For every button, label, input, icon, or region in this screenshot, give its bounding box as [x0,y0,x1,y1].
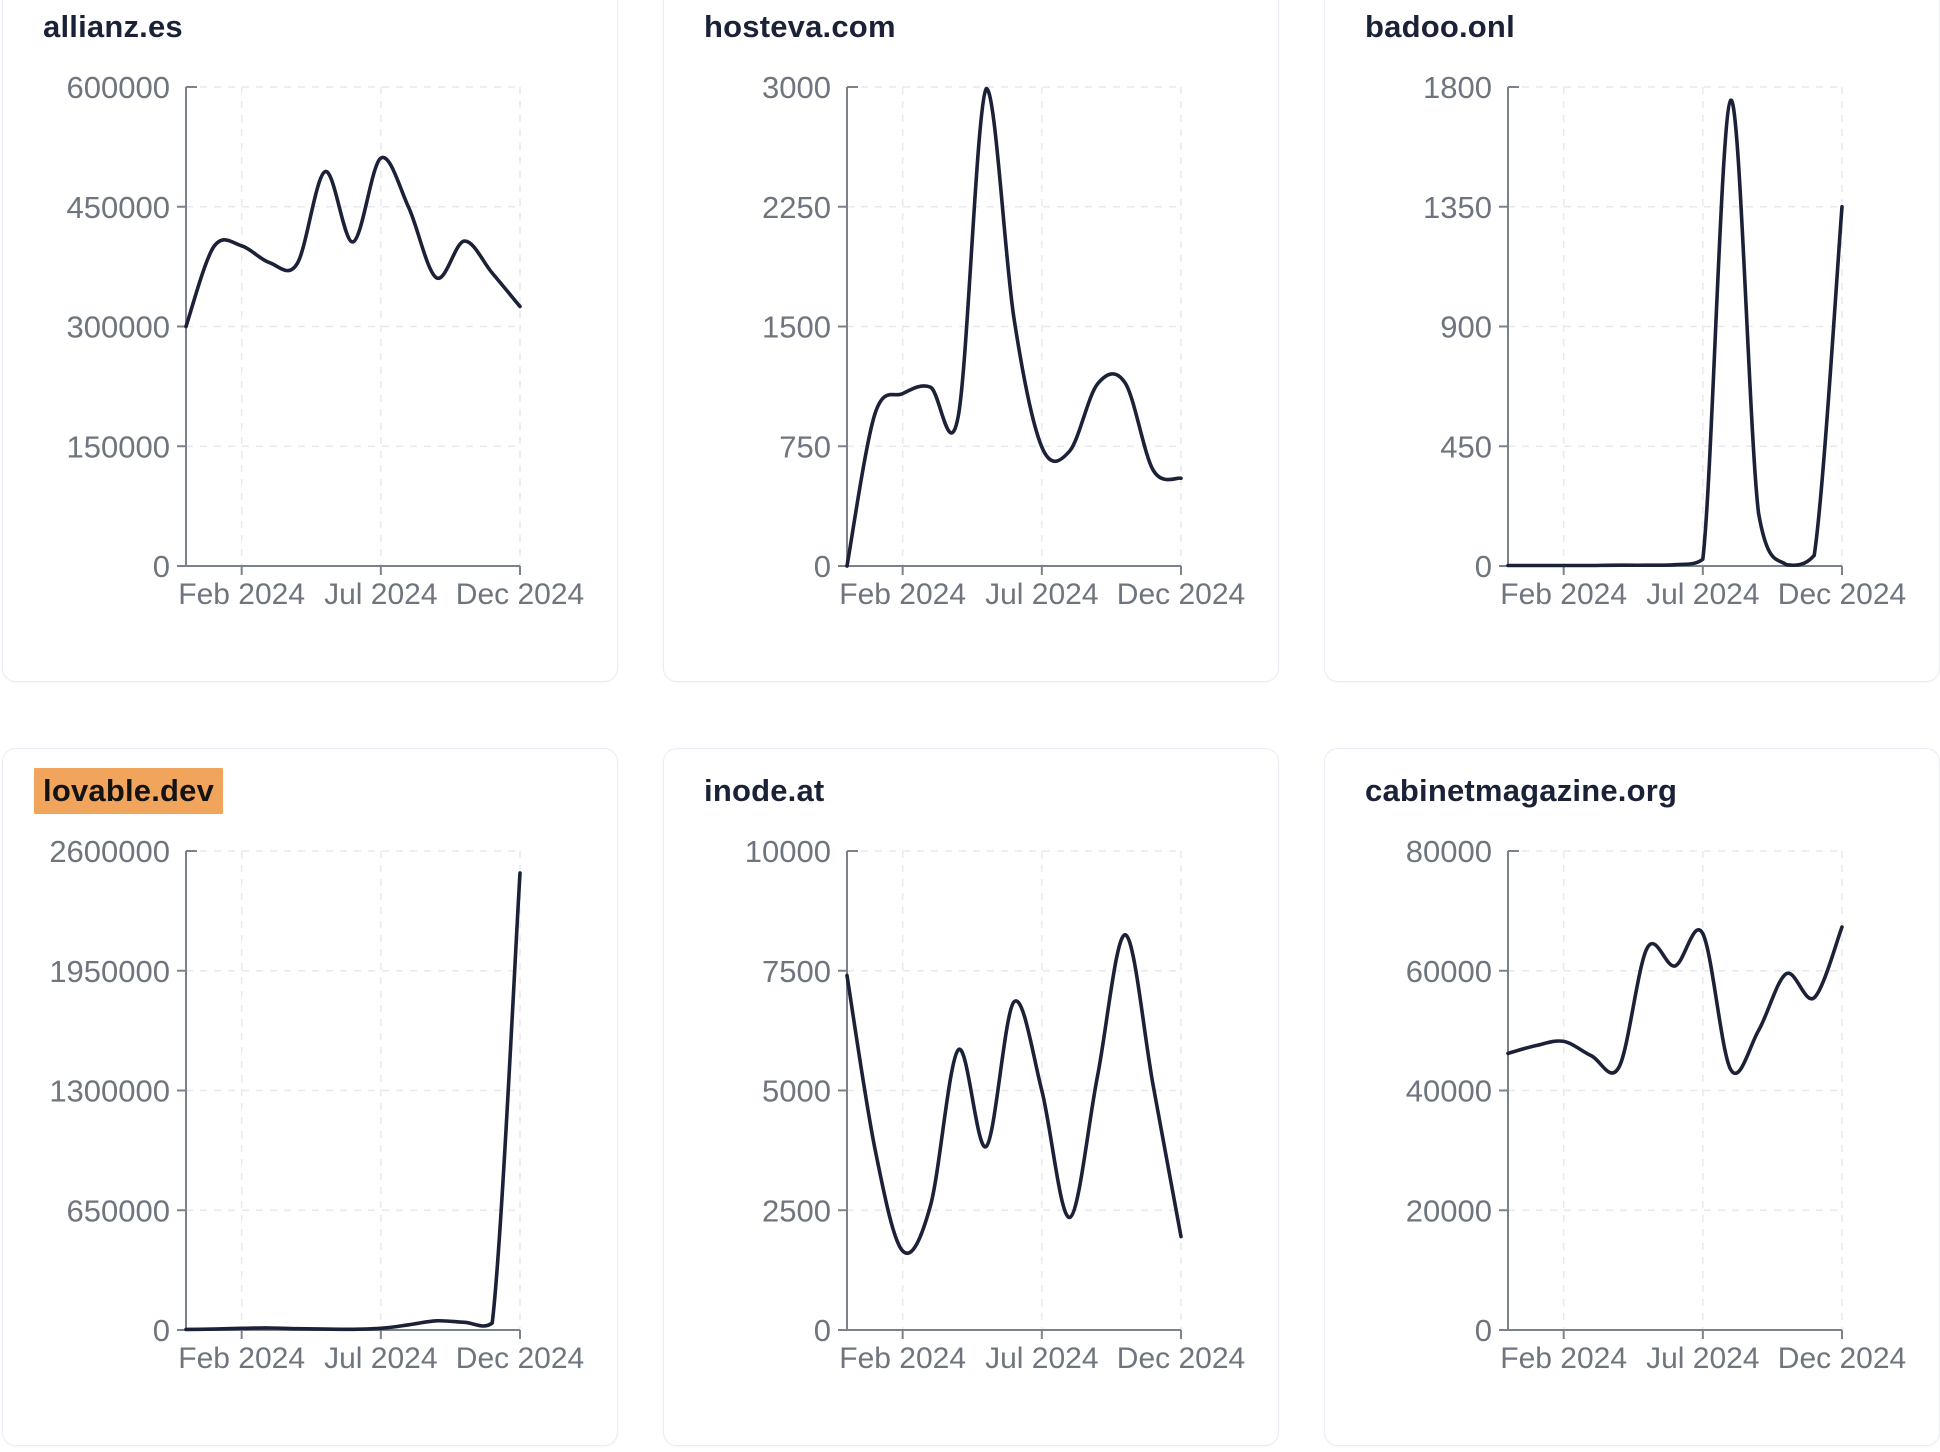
y-tick-label: 450000 [67,190,170,225]
y-tick-label: 7500 [762,954,831,989]
gridlines [847,850,1182,1330]
chart-title-text: cabinetmagazine.org [1365,773,1678,808]
line-series [1506,98,1844,568]
y-tick-label: 0 [1475,1313,1492,1348]
x-tick-label: Jul 2024 [1646,1342,1759,1375]
chart-title-text: badoo.onl [1365,9,1515,44]
y-tick-label: 750 [779,429,831,464]
axis-labels: 0 750 1500 2250 3000 Feb 2024 Jul 2024 Dec 2024 [762,70,1245,611]
y-tick-label: 600000 [67,70,170,105]
gridlines [186,850,521,1330]
x-tick-label: Dec 2024 [456,1342,584,1375]
y-tick-label: 60000 [1406,954,1492,989]
gridlines [1508,86,1843,566]
axes [1499,850,1843,1339]
x-tick-label: Jul 2024 [985,578,1098,611]
line-series [184,155,522,329]
chart-title: inode.at [704,773,824,809]
y-tick-label: 900 [1440,310,1492,345]
line-chart: 0 20000 40000 60000 80000 Feb 2024 Jul 2024 Dec… [1406,834,1906,1375]
y-tick-label: 0 [814,1313,831,1348]
axis-labels: 0 650000 1300000 1950000 2600000 Feb 2024 Jul … [49,834,584,1375]
chart-title: lovable.dev [34,768,224,814]
y-tick-label: 2500 [762,1193,831,1228]
y-tick-label: 1300000 [49,1074,170,1109]
y-tick-label: 1800 [1423,70,1492,105]
y-tick-label: 0 [153,549,170,584]
y-tick-label: 1950000 [49,954,170,989]
axes [177,850,521,1339]
axis-labels: 0 450 900 1350 1800 Feb 2024 Jul 2024 Dec 2024 [1423,70,1906,611]
axis-labels: 0 150000 300000 450000 600000 Feb 2024 Jul 202… [67,70,585,611]
line-series [1506,925,1844,1075]
x-tick-label: Dec 2024 [1117,1342,1245,1375]
y-tick-label: 2600000 [49,834,170,869]
axes [838,850,1182,1339]
y-tick-label: 0 [153,1313,170,1348]
chart-title: badoo.onl [1365,9,1515,45]
gridlines [1508,850,1843,1330]
axes [838,86,1182,575]
line-chart: 0 2500 5000 7500 10000 Feb 2024 Jul 2024 Dec 20… [745,834,1245,1375]
axis-labels: 0 20000 40000 60000 80000 Feb 2024 Jul 2024 Dec… [1406,834,1906,1375]
x-tick-label: Dec 2024 [456,578,584,611]
x-tick-label: Dec 2024 [1778,1342,1906,1375]
y-tick-label: 150000 [67,429,170,464]
y-tick-label: 40000 [1406,1074,1492,1109]
chart-card-lovable: lovable.dev 0 650000 1300000 1950000 2600000… [2,748,618,1446]
y-tick-label: 300000 [67,310,170,345]
chart-card-inode: inode.at 0 2500 5000 7500 10000 Feb 2024 Jul 2… [663,748,1279,1446]
chart-title-text: allianz.es [43,9,183,44]
line-series [845,932,1183,1255]
x-tick-label: Feb 2024 [1500,1342,1627,1375]
x-tick-label: Feb 2024 [839,1342,966,1375]
x-tick-label: Feb 2024 [178,1342,305,1375]
y-tick-label: 80000 [1406,834,1492,869]
x-tick-label: Feb 2024 [1500,578,1627,611]
axes [177,86,521,575]
axis-labels: 0 2500 5000 7500 10000 Feb 2024 Jul 2024 Dec 20… [745,834,1245,1375]
line-chart: 0 650000 1300000 1950000 2600000 Feb 2024 Jul … [49,834,584,1375]
y-tick-label: 0 [1475,549,1492,584]
line-chart: 0 450 900 1350 1800 Feb 2024 Jul 2024 Dec 2024 [1423,70,1906,611]
y-tick-label: 1350 [1423,190,1492,225]
x-tick-label: Feb 2024 [839,578,966,611]
chart-title-text: lovable.dev [34,768,224,814]
axes [1499,86,1843,575]
chart-card-badoo: badoo.onl 0 450 900 1350 1800 Feb 2024 Jul 202… [1324,0,1940,682]
chart-title-text: hosteva.com [704,9,896,44]
chart-title: cabinetmagazine.org [1365,773,1677,809]
x-tick-label: Dec 2024 [1778,578,1906,611]
line-chart: 0 150000 300000 450000 600000 Feb 2024 Jul 202… [67,70,585,611]
y-tick-label: 650000 [67,1193,170,1228]
chart-title-text: inode.at [704,773,825,808]
y-tick-label: 1500 [762,310,831,345]
chart-title: allianz.es [43,9,183,45]
x-tick-label: Feb 2024 [178,578,305,611]
chart-card-hosteva: hosteva.com 0 750 1500 2250 3000 Feb 2024 Jul … [663,0,1279,682]
y-tick-label: 0 [814,549,831,584]
chart-title: hosteva.com [704,9,896,45]
line-series [845,86,1183,568]
line-chart: 0 750 1500 2250 3000 Feb 2024 Jul 2024 Dec 2024 [762,70,1245,611]
y-tick-label: 2250 [762,190,831,225]
y-tick-label: 10000 [745,834,831,869]
x-tick-label: Jul 2024 [985,1342,1098,1375]
chart-card-cabinetmagazine: cabinetmagazine.org 0 20000 40000 60000 8000… [1324,748,1940,1446]
y-tick-label: 20000 [1406,1193,1492,1228]
chart-card-allianz: allianz.es 0 150000 300000 450000 600000 Feb … [2,0,618,682]
x-tick-label: Jul 2024 [1646,578,1759,611]
y-tick-label: 5000 [762,1074,831,1109]
x-tick-label: Jul 2024 [324,1342,437,1375]
gridlines [847,86,1182,566]
line-series [184,871,522,1332]
x-tick-label: Jul 2024 [324,578,437,611]
x-tick-label: Dec 2024 [1117,578,1245,611]
y-tick-label: 450 [1440,429,1492,464]
gridlines [186,86,521,566]
y-tick-label: 3000 [762,70,831,105]
